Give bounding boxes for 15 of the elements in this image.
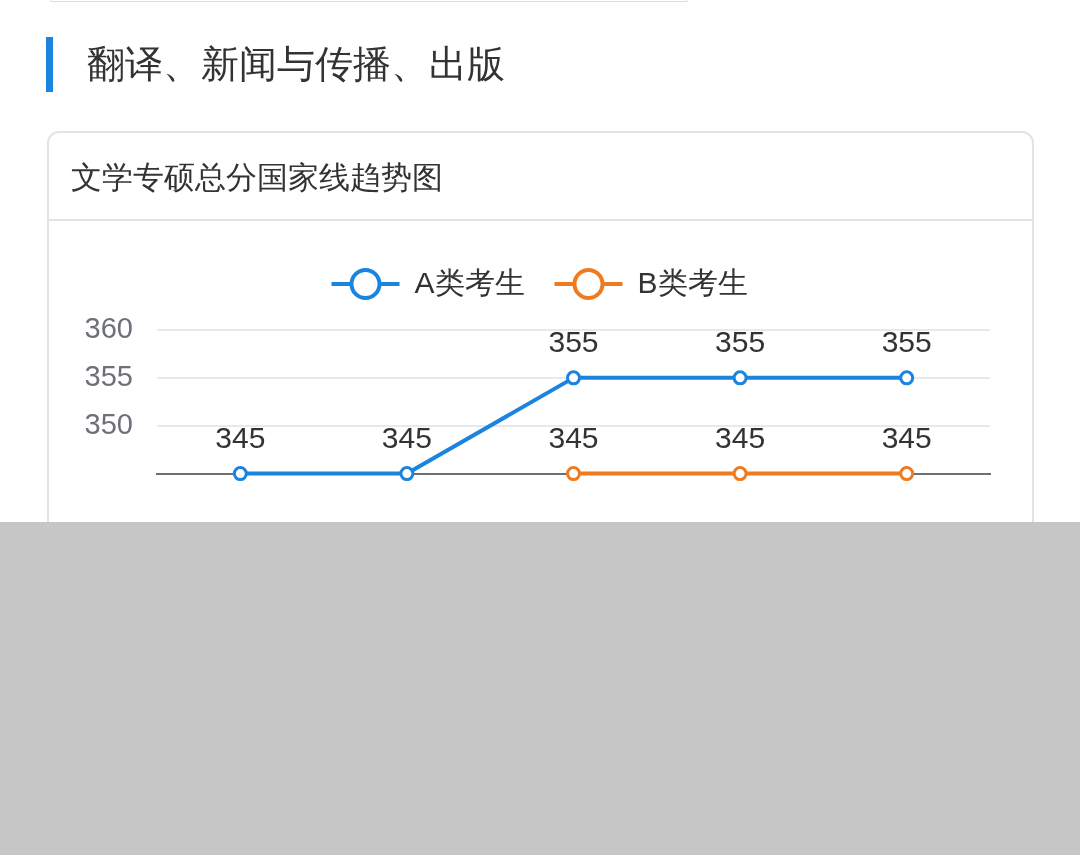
data-label: 345	[715, 420, 766, 454]
data-label: 355	[881, 324, 932, 358]
y-tick-label: 355	[84, 359, 133, 392]
legend-label: A类考生	[414, 266, 525, 300]
data-label: 345	[548, 420, 599, 454]
legend-label: B类考生	[637, 266, 748, 300]
data-label: 355	[548, 324, 599, 358]
y-tick-label: 360	[84, 312, 133, 344]
chart-title: 翻译、新闻与传播、出版	[87, 42, 505, 87]
y-tick-label: 350	[84, 407, 133, 440]
data-label: 345	[881, 420, 932, 454]
data-label: 345	[215, 420, 266, 454]
data-label: 345	[381, 420, 432, 454]
chart-subtitle: 文学专硕总分国家线趋势图	[71, 159, 443, 197]
data-label: 355	[715, 324, 766, 358]
